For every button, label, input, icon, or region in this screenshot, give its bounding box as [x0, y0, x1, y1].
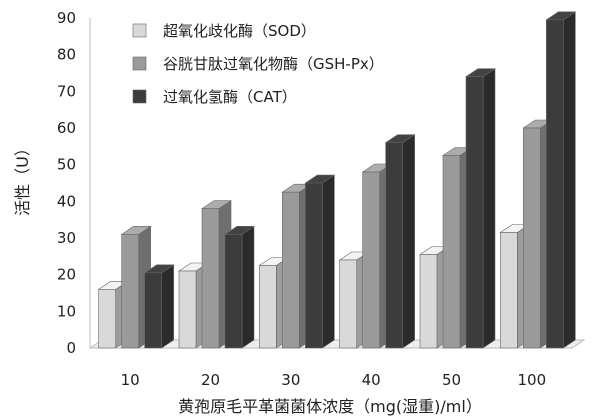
bar-front-face [121, 234, 139, 349]
bar-side-face [402, 134, 415, 349]
legend-label: 过氧化氢酶（CAT） [163, 88, 297, 106]
legend-swatch [132, 89, 147, 104]
bar-side-face [322, 174, 335, 349]
x-tick-label: 50 [442, 371, 461, 389]
y-tick-label: 0 [66, 339, 76, 357]
x-axis-title: 黄孢原毛平革菌菌体浓度（mg(湿重)/ml） [178, 397, 482, 416]
bar [465, 68, 496, 349]
bar-front-face [523, 127, 541, 349]
legend-swatch [132, 23, 147, 38]
tick-labels: 0 10 20 30 40 50 60 70 80 90 10 20 30 40 50 100 [57, 9, 546, 389]
legend-swatch [132, 56, 147, 71]
bar-front-face [98, 289, 116, 349]
bar-front-face [144, 272, 162, 349]
legend-label: 超氧化歧化酶（SOD） [163, 22, 316, 40]
bar-front-face [442, 155, 461, 349]
bar-front-face [259, 265, 277, 349]
y-tick-label: 10 [57, 302, 76, 320]
bar-side-face [241, 225, 255, 349]
bar [143, 264, 175, 349]
bars [97, 11, 577, 349]
y-tick-label: 40 [57, 192, 76, 210]
x-tick-label: 10 [121, 371, 140, 389]
bar-front-face [362, 171, 380, 349]
x-tick-label: 100 [518, 371, 547, 389]
y-tick-label: 60 [57, 119, 76, 137]
legend-item: 超氧化歧化酶（SOD） [132, 22, 316, 40]
bar-side-face [482, 68, 496, 349]
legend-item: 过氧化氢酶（CAT） [132, 88, 297, 106]
y-tick-label: 30 [57, 229, 76, 247]
x-tick-label: 40 [362, 371, 381, 389]
x-tick-label: 30 [281, 371, 300, 389]
y-tick-label: 70 [57, 82, 76, 100]
legend-label: 谷胱甘肽过氧化物酶（GSH-Px） [163, 55, 384, 73]
bar [384, 134, 416, 349]
bar [224, 225, 255, 349]
y-tick-label: 80 [57, 46, 76, 64]
y-axis-title: 活性（U） [13, 140, 32, 216]
bar-front-face [224, 234, 243, 349]
legend: 超氧化歧化酶（SOD） 谷胱甘肽过氧化物酶（GSH-Px） 过氧化氢酶（CAT） [132, 22, 384, 106]
bar-side-face [161, 264, 174, 349]
legend-item: 谷胱甘肽过氧化物酶（GSH-Px） [132, 55, 384, 73]
bar-side-face [563, 11, 576, 349]
y-tick-label: 90 [57, 9, 76, 27]
y-tick-label: 50 [57, 156, 76, 174]
bar-front-face [282, 191, 300, 349]
bar-front-face [385, 142, 403, 349]
x-tick-label: 20 [201, 371, 220, 389]
bar-front-face [500, 232, 518, 349]
bar-front-face [419, 254, 438, 349]
bar-front-face [339, 259, 357, 349]
bar-front-face [201, 208, 220, 349]
bar-front-face [465, 76, 484, 349]
y-tick-label: 20 [57, 266, 76, 284]
bar [304, 174, 336, 349]
bar [545, 11, 577, 349]
bar-front-face [305, 182, 323, 349]
bar-front-face [546, 19, 564, 349]
bar-front-face [178, 270, 197, 349]
